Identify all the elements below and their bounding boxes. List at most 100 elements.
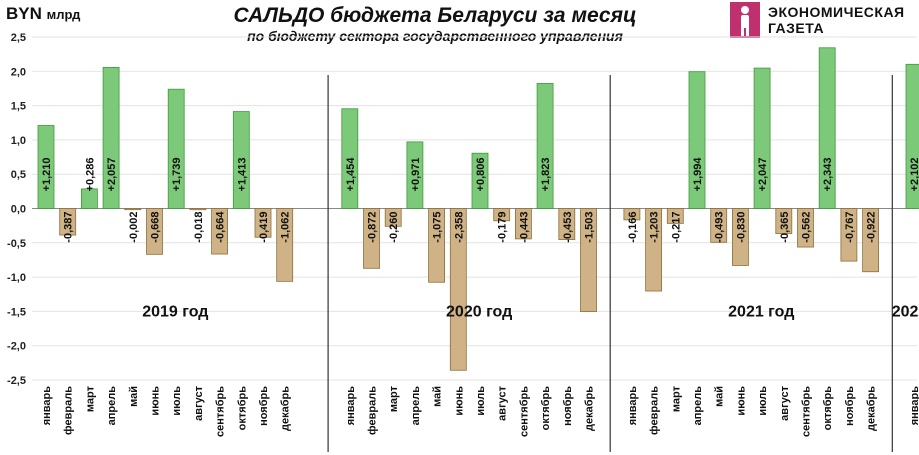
data-label: +2,102 xyxy=(909,158,919,192)
x-tick-label: июль xyxy=(475,386,487,416)
bar xyxy=(710,208,728,243)
logo-line-1: ЭКОНОМИЧЕСКАЯ xyxy=(768,4,905,20)
data-label: +1,413 xyxy=(236,158,248,192)
data-label: -0,002 xyxy=(128,212,140,243)
data-label: -0,387 xyxy=(63,212,75,243)
data-label: -0,493 xyxy=(714,212,726,243)
data-label: -0,365 xyxy=(779,212,791,243)
bar xyxy=(688,71,706,209)
x-tick-label: ноябрь xyxy=(258,386,270,426)
y-tick-label: 2,0 xyxy=(11,66,26,78)
bar xyxy=(905,63,919,209)
y-tick-label: 0,5 xyxy=(11,169,26,181)
data-label: -0,830 xyxy=(735,212,747,243)
data-label: +1,823 xyxy=(540,158,552,192)
data-label: +2,047 xyxy=(757,158,769,192)
x-tick-label: февраль xyxy=(649,386,661,435)
data-label: +1,994 xyxy=(692,157,704,192)
unit-sub: млрд xyxy=(46,7,81,22)
logo-mark-icon xyxy=(730,2,760,38)
data-label: +1,739 xyxy=(171,158,183,192)
x-tick-label: август xyxy=(779,385,791,420)
data-label: -1,062 xyxy=(280,212,292,243)
bar xyxy=(341,108,359,209)
x-tick-label: февраль xyxy=(63,386,75,435)
data-label: +2,057 xyxy=(106,158,118,192)
x-tick-label: март xyxy=(388,385,400,412)
bar xyxy=(428,208,446,283)
x-tick-label: январь xyxy=(345,386,357,426)
data-label: -0,668 xyxy=(150,212,162,243)
bar xyxy=(232,111,250,209)
bar xyxy=(536,83,554,209)
data-label: -0,179 xyxy=(497,212,509,243)
bar xyxy=(493,208,511,222)
bar xyxy=(363,208,380,269)
x-tick-label: сентябрь xyxy=(518,386,530,437)
logo-line-2: ГАЗЕТА xyxy=(768,20,825,36)
data-label: -1,075 xyxy=(432,212,444,243)
bar xyxy=(732,208,749,266)
x-tick-label: сентябрь xyxy=(215,386,227,437)
logo-text: ЭКОНОМИЧЕСКАЯ ГАЗЕТА xyxy=(768,4,905,36)
x-tick-label: октябрь xyxy=(540,386,552,431)
x-tick-label: февраль xyxy=(367,386,379,435)
data-label: +0,971 xyxy=(410,158,422,192)
data-label: -0,922 xyxy=(866,212,878,243)
bar xyxy=(276,208,294,282)
x-tick-label: июнь xyxy=(453,386,465,416)
x-tick-label: апрель xyxy=(410,386,422,426)
bar xyxy=(102,66,120,209)
x-tick-label: август xyxy=(193,385,205,420)
data-label: -0,018 xyxy=(193,212,205,243)
bar xyxy=(471,152,489,209)
bar xyxy=(146,208,163,255)
x-tick-label: январь xyxy=(41,386,53,426)
data-label: +0,806 xyxy=(475,158,487,192)
publisher-logo: ЭКОНОМИЧЕСКАЯ ГАЗЕТА xyxy=(730,2,916,38)
x-tick-label: июль xyxy=(757,386,769,416)
x-tick-label: март xyxy=(670,385,682,412)
data-label: -0,166 xyxy=(627,212,639,243)
bar xyxy=(645,208,662,292)
x-tick-label: август xyxy=(497,385,509,420)
data-label: -2,358 xyxy=(453,212,465,243)
x-tick-label: январь xyxy=(909,386,919,426)
bar xyxy=(124,208,142,211)
data-label: -0,260 xyxy=(388,212,400,243)
x-tick-label: июнь xyxy=(735,386,747,416)
data-label: +1,454 xyxy=(345,157,357,192)
bar xyxy=(189,208,207,211)
year-label: 2022 год xyxy=(892,303,919,320)
x-tick-label: май xyxy=(432,386,444,407)
data-label: -1,203 xyxy=(649,212,661,243)
x-tick-label: май xyxy=(128,386,140,407)
bar xyxy=(580,208,597,313)
data-label: -0,767 xyxy=(844,212,856,243)
y-tick-label: -1,0 xyxy=(7,272,26,284)
x-tick-label: июнь xyxy=(150,386,162,416)
data-label: +1,210 xyxy=(41,158,53,192)
bar xyxy=(167,88,185,209)
data-label: -0,419 xyxy=(258,212,270,243)
bar xyxy=(37,125,55,209)
bar xyxy=(59,208,77,236)
bar xyxy=(775,208,793,234)
bar xyxy=(211,208,229,255)
data-label: +2,343 xyxy=(822,158,834,192)
x-tick-label: декабрь xyxy=(584,386,596,431)
y-tick-label: -2,5 xyxy=(7,375,26,387)
bar xyxy=(384,208,402,227)
unit-label: BYN млрд xyxy=(6,4,80,24)
year-label: 2021 год xyxy=(728,303,794,320)
x-tick-label: ноябрь xyxy=(844,386,856,426)
x-tick-label: апрель xyxy=(106,386,118,426)
x-tick-label: декабрь xyxy=(280,386,292,431)
bar xyxy=(666,208,684,224)
bar xyxy=(449,208,467,371)
bar xyxy=(840,208,858,262)
x-tick-label: январь xyxy=(627,386,639,426)
x-tick-label: май xyxy=(714,386,726,407)
data-label: -1,503 xyxy=(584,212,596,243)
